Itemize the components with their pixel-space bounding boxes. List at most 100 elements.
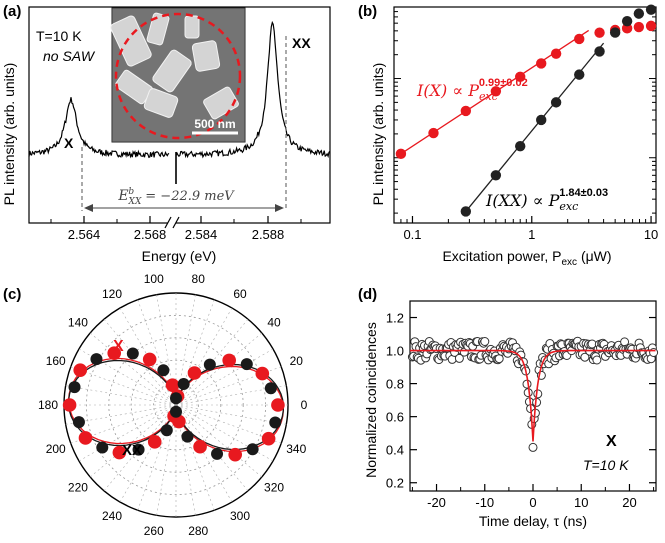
polar-grid: 0 20 40 60 80 100 120 140 160 180 200 220 240 260 280 3… bbox=[38, 272, 308, 538]
polar-point-xx bbox=[211, 447, 224, 460]
polar-angle-label: 200 bbox=[46, 442, 66, 456]
data-point-xx bbox=[574, 69, 585, 80]
panel-d-ytick: 0.4 bbox=[386, 443, 404, 458]
panel-b-ylabel: PL intensity (arb. units) bbox=[370, 63, 386, 206]
polar-angle-label: 180 bbox=[38, 398, 58, 412]
polar-spoke bbox=[175, 299, 215, 406]
polar-spoke bbox=[175, 348, 274, 406]
panel-a-axis-break-mark bbox=[164, 216, 172, 229]
polar-ring bbox=[108, 337, 244, 473]
polar-angle-label: 40 bbox=[267, 316, 281, 330]
xx-fit-equation: I(XX) ∝ Pexc1.84±0.03 bbox=[485, 187, 608, 213]
coincidence-point bbox=[528, 442, 538, 452]
polar-angle-label: 300 bbox=[230, 509, 250, 523]
data-point-x bbox=[574, 33, 585, 45]
panel-b-frame bbox=[393, 6, 657, 224]
panel-d-marks bbox=[407, 336, 659, 452]
polar-point-x bbox=[165, 378, 180, 392]
data-point-xx bbox=[633, 8, 645, 19]
polar-point-xx bbox=[160, 424, 173, 437]
polar-point-x bbox=[78, 431, 93, 445]
panel-d-label: (d) bbox=[358, 286, 377, 303]
polar-point-xx bbox=[181, 430, 194, 443]
panel-b-xtick: 0.1 bbox=[403, 227, 421, 242]
polar-angle-label: 140 bbox=[68, 316, 88, 330]
panel-a-axis-break-gap bbox=[168, 216, 176, 228]
polar-angle-label: 120 bbox=[102, 287, 122, 301]
panel-a-ylabel: PL intensity (arb. units) bbox=[1, 63, 17, 206]
polar-x-label: X bbox=[113, 338, 124, 355]
polar-spoke bbox=[175, 404, 262, 478]
polar-angle-label: 220 bbox=[68, 480, 88, 494]
polar-spoke bbox=[65, 404, 177, 425]
panel-a-ticks bbox=[50, 216, 302, 223]
panel-a-xtick: 2.568 bbox=[134, 227, 167, 242]
data-point-xx bbox=[515, 140, 526, 152]
polar-spoke bbox=[175, 404, 215, 511]
polar-point-xx bbox=[264, 382, 277, 395]
polar-spoke bbox=[78, 404, 177, 462]
panel-a-axis-break-mark bbox=[172, 216, 180, 229]
panel-b-ticks: 0.1 1 10 bbox=[394, 11, 658, 242]
polar-point-xx bbox=[269, 416, 282, 429]
polar-point-x bbox=[147, 435, 162, 449]
data-point-xx bbox=[460, 206, 472, 217]
x-fit-equation: I(X) ∝ Pexc0.99±0.02 bbox=[416, 77, 528, 103]
polar-point-xx bbox=[157, 364, 170, 377]
polar-angle-label: 160 bbox=[46, 354, 66, 368]
data-point-xx bbox=[550, 97, 562, 108]
sem-inset-image: 500 nm bbox=[110, 7, 246, 143]
polar-point-x bbox=[193, 439, 207, 454]
data-point-x bbox=[490, 86, 502, 97]
data-point-x bbox=[594, 27, 605, 38]
polar-point-xx bbox=[170, 405, 182, 418]
polar-point-xx bbox=[170, 392, 182, 405]
polar-spoke bbox=[156, 404, 177, 516]
polar-angle-label: 340 bbox=[286, 442, 306, 456]
panel-d-xtick: -20 bbox=[427, 495, 446, 510]
polar-point-xx bbox=[246, 443, 259, 456]
polar-angle-label: 60 bbox=[233, 287, 247, 301]
polar-spoke bbox=[90, 404, 177, 478]
panel-d-ytick: 1.0 bbox=[386, 344, 404, 359]
binding-energy-label: EXXb = −22.9 meV bbox=[117, 187, 235, 207]
polar-spoke bbox=[175, 404, 274, 462]
panel-d-ytick: 1.2 bbox=[386, 311, 404, 326]
data-point-xx bbox=[536, 114, 547, 126]
coincidence-point bbox=[494, 354, 504, 364]
data-point-x bbox=[515, 71, 526, 83]
data-point-x bbox=[536, 58, 547, 69]
polar-spoke bbox=[175, 404, 282, 444]
panel-d-temperature: T=10 K bbox=[583, 457, 629, 473]
polar-point-x bbox=[107, 346, 122, 360]
data-point-xx bbox=[621, 15, 633, 27]
coincidence-point bbox=[480, 337, 490, 346]
panel-a-frame bbox=[28, 6, 331, 224]
data-point-xx bbox=[490, 170, 502, 181]
polar-point-x bbox=[222, 353, 236, 368]
polar-point-xx bbox=[240, 358, 253, 371]
polar-angle-label: 80 bbox=[192, 272, 206, 286]
panel-a-label: (a) bbox=[3, 3, 21, 20]
data-point-x bbox=[550, 48, 562, 59]
panel-d-xtick: 20 bbox=[622, 495, 636, 510]
polar-spoke bbox=[175, 404, 233, 503]
polar-point-xx bbox=[72, 416, 85, 429]
polar-spoke bbox=[175, 294, 196, 406]
temperature-label: T=10 K bbox=[36, 28, 82, 44]
polar-ring bbox=[130, 359, 222, 451]
polar-spoke bbox=[175, 332, 262, 406]
coincidence-fit-line bbox=[410, 349, 656, 442]
coincidence-point bbox=[580, 352, 590, 362]
polar-point-x bbox=[112, 445, 127, 460]
binding-energy-arrowhead-left bbox=[84, 204, 93, 212]
polar-point-xx bbox=[126, 347, 139, 360]
polar-point-x bbox=[228, 447, 242, 462]
polar-point-x bbox=[255, 366, 270, 381]
polar-ring bbox=[86, 314, 266, 495]
coincidence-point bbox=[649, 348, 659, 357]
condition-label: no SAW bbox=[43, 48, 96, 64]
polar-spoke bbox=[119, 404, 177, 503]
panel-d: (d) Normalized coincidences -20 -10 0 10 20 0… bbox=[358, 286, 659, 529]
panel-d-ticks: -20 -10 0 10 20 0.2 0.4 0.6 0.8 1.0 1.2 bbox=[386, 311, 656, 510]
